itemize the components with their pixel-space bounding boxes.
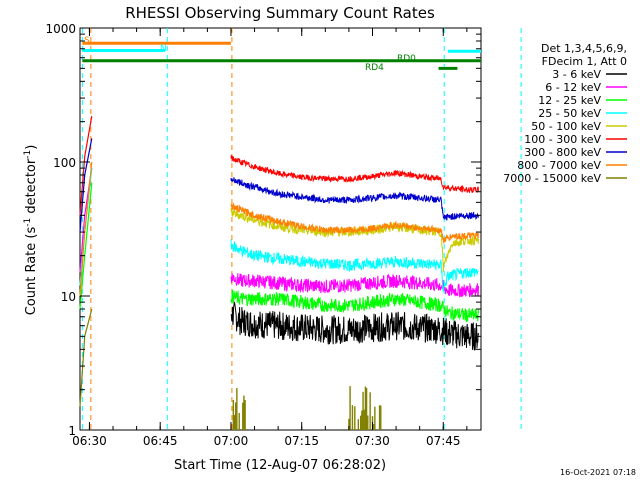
- x-tick-label: 07:00: [214, 434, 249, 448]
- x-tick-label: 06:30: [72, 434, 107, 448]
- y-axis: 1 10 100 1000: [45, 22, 481, 438]
- flag-label-1: S: [84, 36, 90, 46]
- legend: Det 1,3,4,5,6,9, FDecim 1, Att 0 3 - 6 k…: [503, 42, 627, 185]
- series-line-8: [230, 202, 479, 244]
- legend-label-8: 800 - 7000 keV: [517, 159, 601, 172]
- legend-header-1: Det 1,3,4,5,6,9,: [541, 42, 627, 55]
- legend-label-6: 100 - 300 keV: [524, 133, 601, 146]
- pre-gap-olive-trace: [79, 308, 93, 407]
- series-line-4: [230, 239, 479, 292]
- legend-label-7: 300 - 800 keV: [524, 146, 601, 159]
- x-tick-label: 07:30: [355, 434, 390, 448]
- series-line-6: [230, 154, 479, 194]
- x-axis: 06:30 06:45 07:00 07:15 07:30 07:45: [72, 28, 468, 448]
- legend-label-3: 12 - 25 keV: [538, 94, 601, 107]
- y-axis-label: Count Rate (s-1 detector-1): [23, 145, 39, 316]
- y-tick-label: 100: [53, 156, 76, 170]
- series-line-2: [230, 273, 479, 298]
- legend-label-9: 7000 - 15000 keV: [503, 172, 601, 185]
- pre-gap-orange-trace: [79, 161, 93, 297]
- x-tick-label: 07:45: [426, 434, 461, 448]
- series-7000-15000-kev: [232, 386, 382, 430]
- flag-label-2: N: [160, 44, 167, 54]
- flag-label-5: RD4: [365, 63, 384, 73]
- legend-label-5: 50 - 100 keV: [531, 120, 601, 133]
- plot-area: S N RD0 RD4: [79, 27, 522, 431]
- y-tick-label: 1000: [45, 22, 76, 36]
- x-tick-label: 07:15: [284, 434, 319, 448]
- legend-label-4: 25 - 50 keV: [538, 107, 601, 120]
- x-tick-label: 06:45: [143, 434, 178, 448]
- x-axis-label: Start Time (12-Aug-07 06:28:02): [174, 458, 386, 473]
- pre-gap-red-trace: [79, 116, 93, 216]
- timestamp: 16-Oct-2021 07:18: [560, 468, 636, 477]
- chart-title: RHESSI Observing Summary Count Rates: [125, 4, 435, 22]
- flag-label-4: RD0: [397, 54, 416, 64]
- y-tick-label: 10: [61, 290, 76, 304]
- legend-header-2: FDecim 1, Att 0: [542, 55, 627, 68]
- legend-label-2: 6 - 12 keV: [545, 81, 601, 94]
- y-tick-label: 1: [68, 424, 76, 438]
- legend-label-1: 3 - 6 keV: [552, 68, 601, 81]
- series-line-7: [230, 177, 479, 221]
- series-line-3: [230, 289, 479, 322]
- series-line-1: [230, 301, 479, 351]
